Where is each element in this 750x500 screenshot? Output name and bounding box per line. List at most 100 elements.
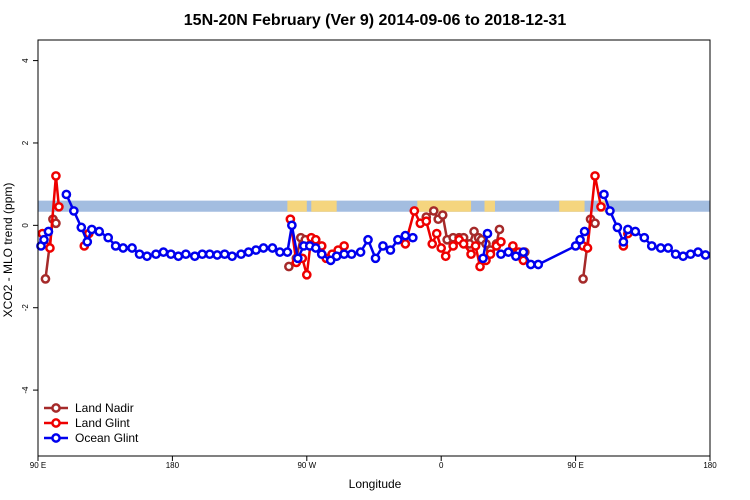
data-point xyxy=(700,250,711,260)
x-axis: 90 E 180 90 W 0 90 E 180 xyxy=(30,455,717,470)
data-point xyxy=(639,232,650,243)
x-tick-label: 180 xyxy=(703,461,717,470)
data-point xyxy=(409,206,420,216)
data-point xyxy=(68,206,79,216)
legend-label: Ocean Glint xyxy=(75,431,139,445)
series-ocean-glint xyxy=(36,189,711,270)
data-point xyxy=(355,247,366,257)
plot-frame xyxy=(37,39,711,457)
data-point xyxy=(166,249,176,260)
data-point xyxy=(400,239,411,249)
data-point xyxy=(43,226,54,237)
data-point xyxy=(284,261,294,272)
x-tick-label: 0 xyxy=(439,461,444,470)
data-point xyxy=(496,236,506,247)
data-point xyxy=(448,241,458,251)
data-point xyxy=(466,249,476,260)
data-point xyxy=(275,247,285,257)
data-point xyxy=(346,249,357,260)
data-point xyxy=(458,239,469,249)
legend-label: Land Nadir xyxy=(75,401,134,415)
data-point xyxy=(363,234,373,245)
data-point xyxy=(39,234,49,245)
data-point xyxy=(469,226,479,237)
data-point xyxy=(258,243,269,253)
data-point xyxy=(646,241,657,251)
ocean-band xyxy=(38,200,710,212)
land-segment xyxy=(484,200,495,212)
data-point xyxy=(76,222,87,233)
data-point xyxy=(525,259,536,270)
data-point xyxy=(678,251,688,262)
data-point xyxy=(590,171,600,181)
x-tick-label: 90 E xyxy=(30,461,46,470)
data-point xyxy=(440,251,451,262)
data-point xyxy=(655,243,666,253)
data-point xyxy=(578,274,588,284)
data-point xyxy=(428,206,439,216)
land-segment xyxy=(417,200,472,212)
data-point xyxy=(370,253,381,264)
data-point xyxy=(599,189,609,200)
data-point xyxy=(400,230,411,241)
data-point xyxy=(596,201,606,212)
data-point xyxy=(94,226,105,237)
data-point xyxy=(427,239,438,249)
series-layer xyxy=(36,171,711,284)
data-point xyxy=(282,247,293,257)
data-point xyxy=(82,236,93,247)
data-point xyxy=(236,249,246,260)
data-point xyxy=(511,251,521,262)
y-axis-label: XCO2 - MLO trend (ppm) xyxy=(1,183,15,318)
data-point xyxy=(393,234,403,245)
data-point xyxy=(292,253,303,264)
data-point xyxy=(51,171,61,181)
data-point xyxy=(151,249,161,260)
data-point xyxy=(518,247,529,257)
data-point xyxy=(533,259,544,270)
data-point xyxy=(508,241,518,251)
data-point xyxy=(378,241,388,251)
chart-title: 15N-20N February (Ver 9) 2014-09-06 to 2… xyxy=(184,12,567,29)
data-point xyxy=(663,243,674,253)
data-point xyxy=(301,269,312,280)
legend-marker xyxy=(51,403,61,413)
data-point xyxy=(189,251,200,262)
data-point xyxy=(212,250,223,260)
data-point xyxy=(478,253,488,264)
data-point xyxy=(251,245,261,255)
legend-marker xyxy=(51,418,61,428)
data-point xyxy=(103,232,114,243)
data-point xyxy=(339,249,349,260)
y-tick-label: -2 xyxy=(21,304,30,312)
data-point xyxy=(482,228,493,239)
data-point xyxy=(173,251,184,262)
y-tick-label: 4 xyxy=(21,58,30,63)
data-point xyxy=(618,236,629,247)
data-point xyxy=(590,218,600,229)
data-point xyxy=(287,220,297,231)
data-point xyxy=(204,249,215,260)
data-point xyxy=(243,247,254,257)
data-point xyxy=(570,241,581,251)
x-tick-label: 180 xyxy=(166,461,180,470)
data-point xyxy=(475,261,485,272)
data-point xyxy=(670,249,681,260)
y-tick-label: 2 xyxy=(21,140,30,145)
data-point xyxy=(470,241,481,251)
data-point xyxy=(331,251,342,262)
data-point xyxy=(310,234,321,245)
data-point xyxy=(127,243,137,253)
data-point xyxy=(316,249,327,260)
data-point xyxy=(310,243,321,253)
data-point xyxy=(180,249,191,260)
x-tick-label: 90 W xyxy=(297,461,316,470)
data-point xyxy=(693,247,703,257)
y-tick-label: 0 xyxy=(21,223,30,228)
data-point xyxy=(110,241,121,251)
land-segment xyxy=(311,200,337,212)
y-axis: -4 -2 0 2 4 xyxy=(21,58,38,394)
data-point xyxy=(61,189,72,200)
